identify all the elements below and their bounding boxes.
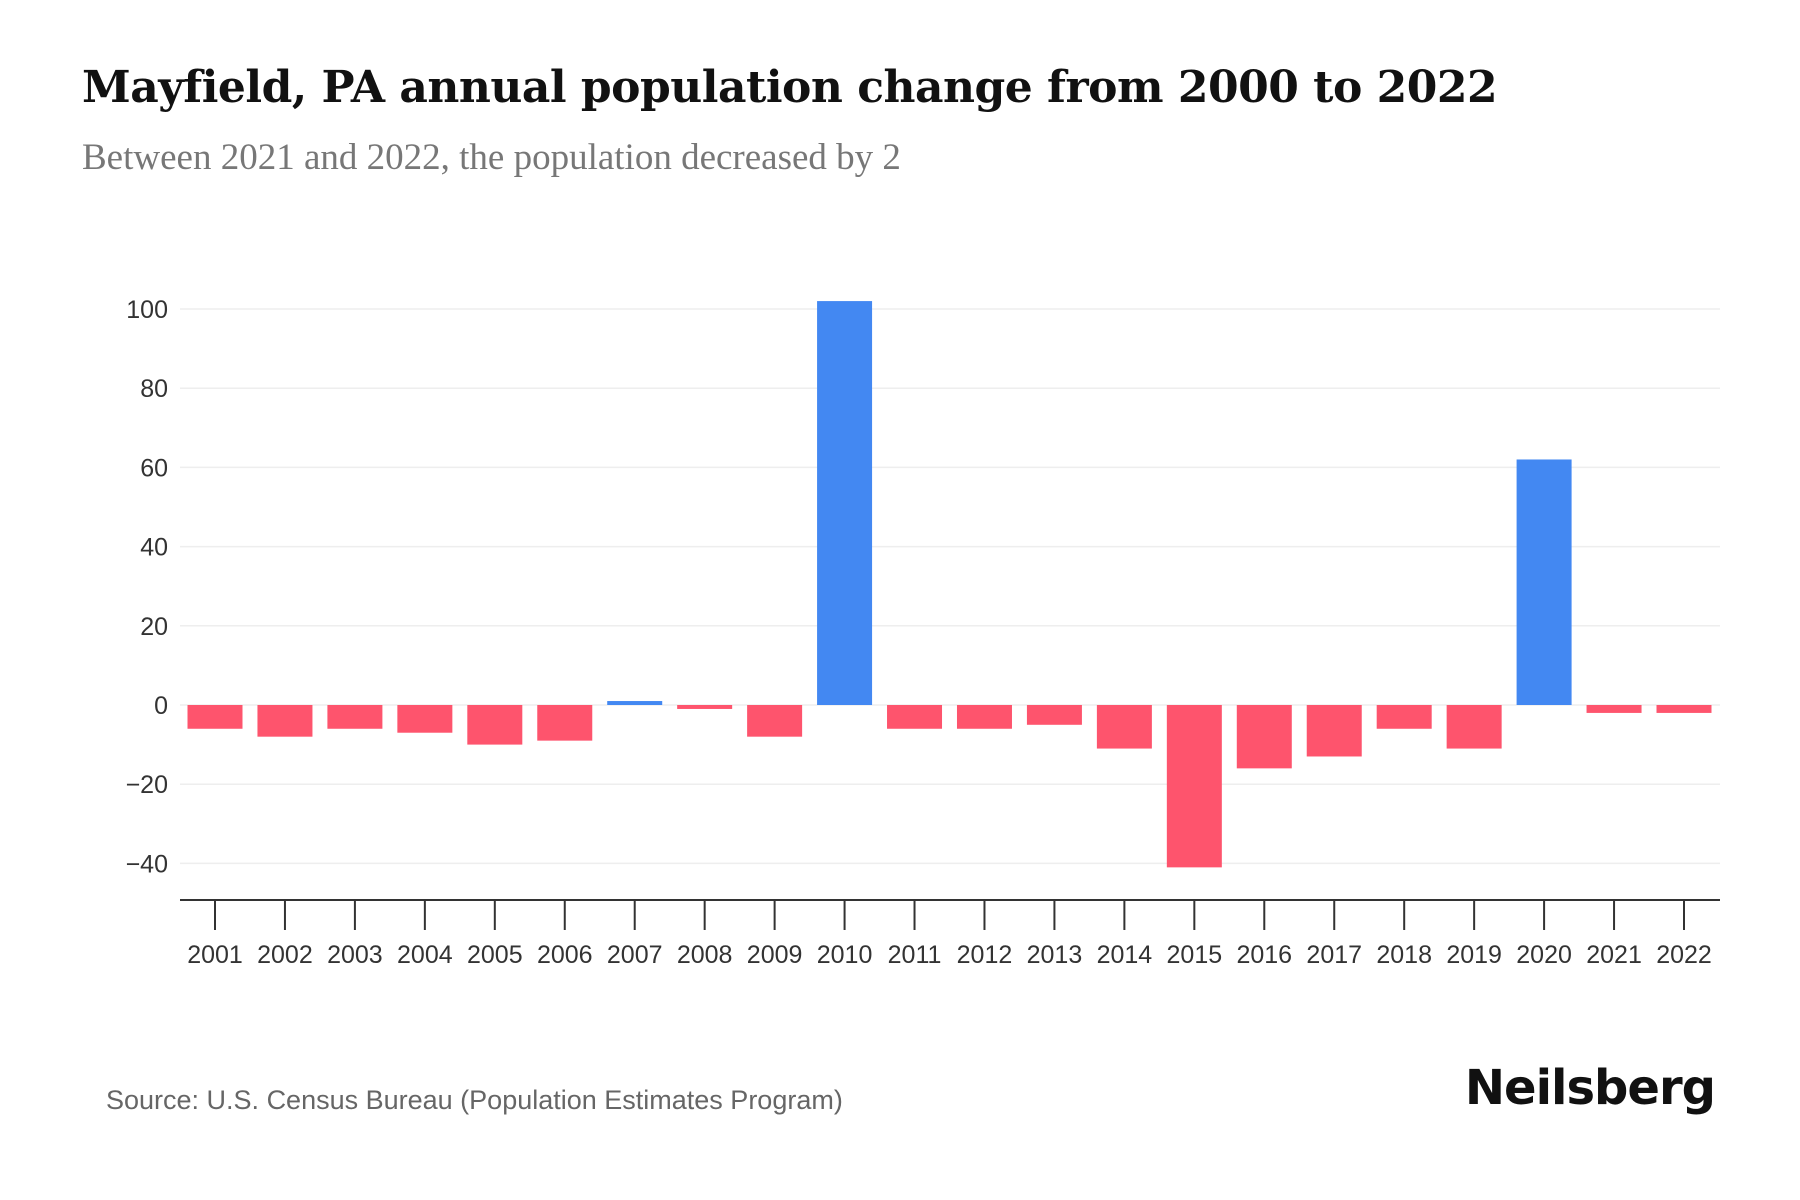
x-tick-label: 2012 bbox=[957, 941, 1013, 969]
x-tick-label: 2010 bbox=[817, 941, 873, 969]
y-tick-label: 40 bbox=[140, 534, 168, 562]
bar-2004 bbox=[397, 705, 453, 733]
y-tick-label: 100 bbox=[126, 296, 168, 324]
bar-2013 bbox=[1026, 705, 1082, 725]
bar-2008 bbox=[677, 705, 733, 709]
x-tick-label: 2003 bbox=[327, 941, 383, 969]
y-tick-label: 80 bbox=[140, 375, 168, 403]
bar-2011 bbox=[887, 705, 943, 729]
bar-2005 bbox=[467, 705, 523, 745]
bar-2017 bbox=[1306, 705, 1362, 757]
chart-subtitle: Between 2021 and 2022, the population de… bbox=[82, 137, 901, 178]
y-tick-label: −40 bbox=[126, 850, 168, 878]
x-tick-label: 2009 bbox=[747, 941, 803, 969]
x-tick-label: 2022 bbox=[1656, 941, 1712, 969]
source-note: Source: U.S. Census Bureau (Population E… bbox=[106, 1085, 843, 1115]
y-tick-label: 60 bbox=[140, 454, 168, 482]
bar-2022 bbox=[1656, 705, 1712, 713]
brand-logo: Neilsberg bbox=[1464, 1060, 1716, 1116]
x-tick-label: 2019 bbox=[1446, 941, 1502, 969]
x-tick-label: 2002 bbox=[257, 941, 313, 969]
x-tick-label: 2017 bbox=[1306, 941, 1362, 969]
x-tick-label: 2004 bbox=[397, 941, 453, 969]
x-tick-label: 2006 bbox=[537, 941, 593, 969]
x-tick-label: 2005 bbox=[467, 941, 523, 969]
x-tick-label: 2021 bbox=[1586, 941, 1642, 969]
x-tick-label: 2016 bbox=[1236, 941, 1292, 969]
y-tick-label: 0 bbox=[154, 692, 168, 720]
x-tick-label: 2013 bbox=[1027, 941, 1083, 969]
x-tick-label: 2020 bbox=[1516, 941, 1572, 969]
x-tick-label: 2011 bbox=[888, 941, 942, 969]
y-tick-label: −20 bbox=[126, 771, 168, 799]
bar-2016 bbox=[1236, 705, 1292, 769]
bar-2007 bbox=[607, 701, 663, 705]
bar-2003 bbox=[327, 705, 383, 729]
x-tick-label: 2001 bbox=[187, 941, 243, 969]
x-tick-label: 2015 bbox=[1167, 941, 1223, 969]
bar-2009 bbox=[747, 705, 803, 737]
x-tick-label: 2014 bbox=[1097, 941, 1153, 969]
y-tick-label: 20 bbox=[140, 613, 168, 641]
bar-2010 bbox=[817, 301, 873, 705]
bar-2012 bbox=[956, 705, 1012, 729]
bar-2020 bbox=[1516, 459, 1572, 705]
bar-2019 bbox=[1446, 705, 1502, 749]
bar-2006 bbox=[537, 705, 593, 741]
x-tick-label: 2007 bbox=[607, 941, 663, 969]
bar-2001 bbox=[187, 705, 243, 729]
x-tick-label: 2008 bbox=[677, 941, 733, 969]
x-tick-label: 2018 bbox=[1376, 941, 1432, 969]
bar-2021 bbox=[1586, 705, 1642, 713]
bar-2002 bbox=[257, 705, 313, 737]
bar-2018 bbox=[1376, 705, 1432, 729]
bar-2014 bbox=[1096, 705, 1152, 749]
bar-2015 bbox=[1166, 705, 1222, 868]
chart-title: Mayfield, PA annual population change fr… bbox=[82, 62, 1498, 113]
